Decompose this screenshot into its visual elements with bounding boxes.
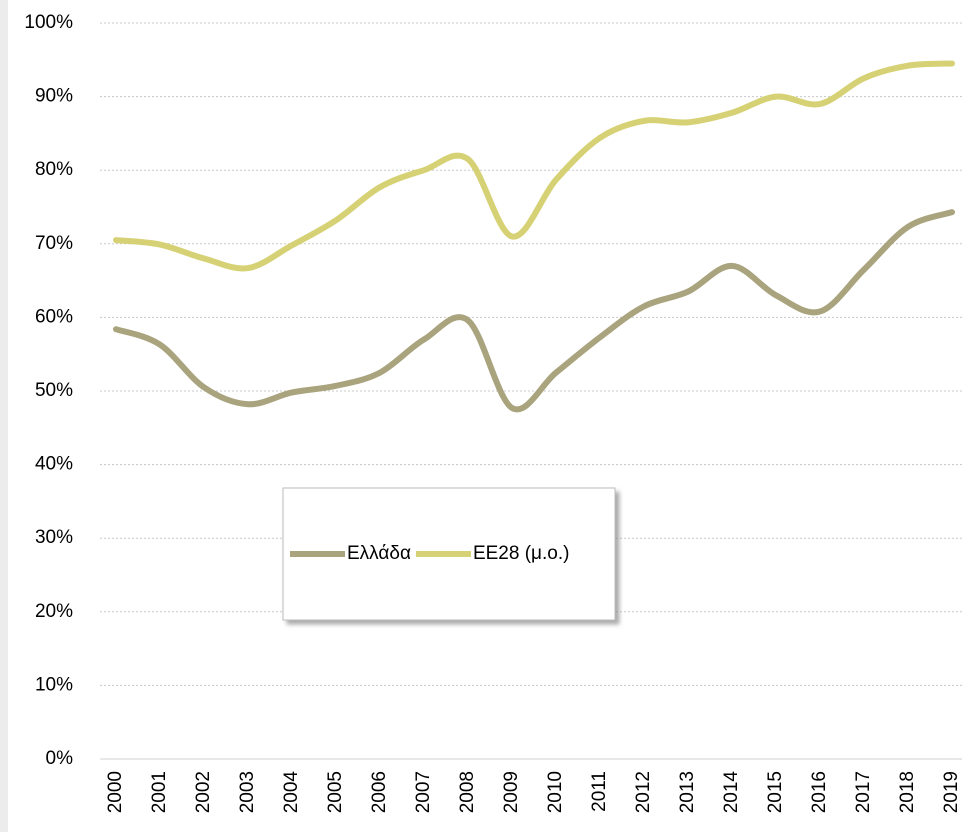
x-tick-label: 2018 bbox=[897, 771, 918, 813]
x-tick-label: 2016 bbox=[809, 771, 830, 813]
x-tick-label: 2002 bbox=[193, 771, 214, 813]
y-tick-label: 70% bbox=[35, 233, 73, 254]
y-tick-label: 10% bbox=[35, 674, 73, 695]
y-tick-label: 0% bbox=[46, 748, 74, 769]
x-tick-label: 2011 bbox=[589, 771, 610, 812]
x-tick-label: 2003 bbox=[237, 771, 258, 813]
x-tick-label: 2001 bbox=[149, 771, 170, 813]
series-line bbox=[113, 60, 955, 272]
y-tick-label: 30% bbox=[35, 527, 73, 548]
y-tick-label: 60% bbox=[35, 306, 73, 327]
x-tick-label: 2006 bbox=[369, 771, 390, 813]
legend-label: Ελλάδα bbox=[347, 543, 411, 564]
x-tick-label: 2004 bbox=[281, 771, 302, 814]
y-tick-label: 40% bbox=[35, 454, 73, 475]
x-tick-label: 2010 bbox=[545, 771, 566, 813]
y-tick-label: 20% bbox=[35, 601, 73, 622]
x-tick-label: 2008 bbox=[457, 771, 478, 813]
x-tick-label: 2014 bbox=[721, 771, 742, 814]
legend: Ελλάδα ΕΕ28 (μ.ο.) bbox=[282, 487, 616, 621]
x-tick-label: 2019 bbox=[941, 771, 962, 813]
x-tick-label: 2013 bbox=[677, 771, 698, 813]
series-line bbox=[113, 209, 955, 413]
y-tick-label: 100% bbox=[24, 12, 73, 33]
legend-label: ΕΕ28 (μ.ο.) bbox=[473, 543, 569, 564]
x-tick-label: 2009 bbox=[501, 771, 522, 813]
x-tick-label: 2015 bbox=[765, 771, 786, 813]
side-strip bbox=[0, 0, 8, 832]
y-tick-label: 50% bbox=[35, 380, 73, 401]
y-tick-label: 80% bbox=[35, 159, 73, 180]
x-tick-label: 2012 bbox=[633, 771, 654, 813]
y-tick-label: 90% bbox=[35, 86, 73, 107]
x-tick-label: 2017 bbox=[853, 771, 874, 813]
x-tick-label: 2005 bbox=[325, 771, 346, 813]
x-tick-label: 2007 bbox=[413, 771, 434, 813]
x-tick-label: 2000 bbox=[105, 771, 126, 813]
